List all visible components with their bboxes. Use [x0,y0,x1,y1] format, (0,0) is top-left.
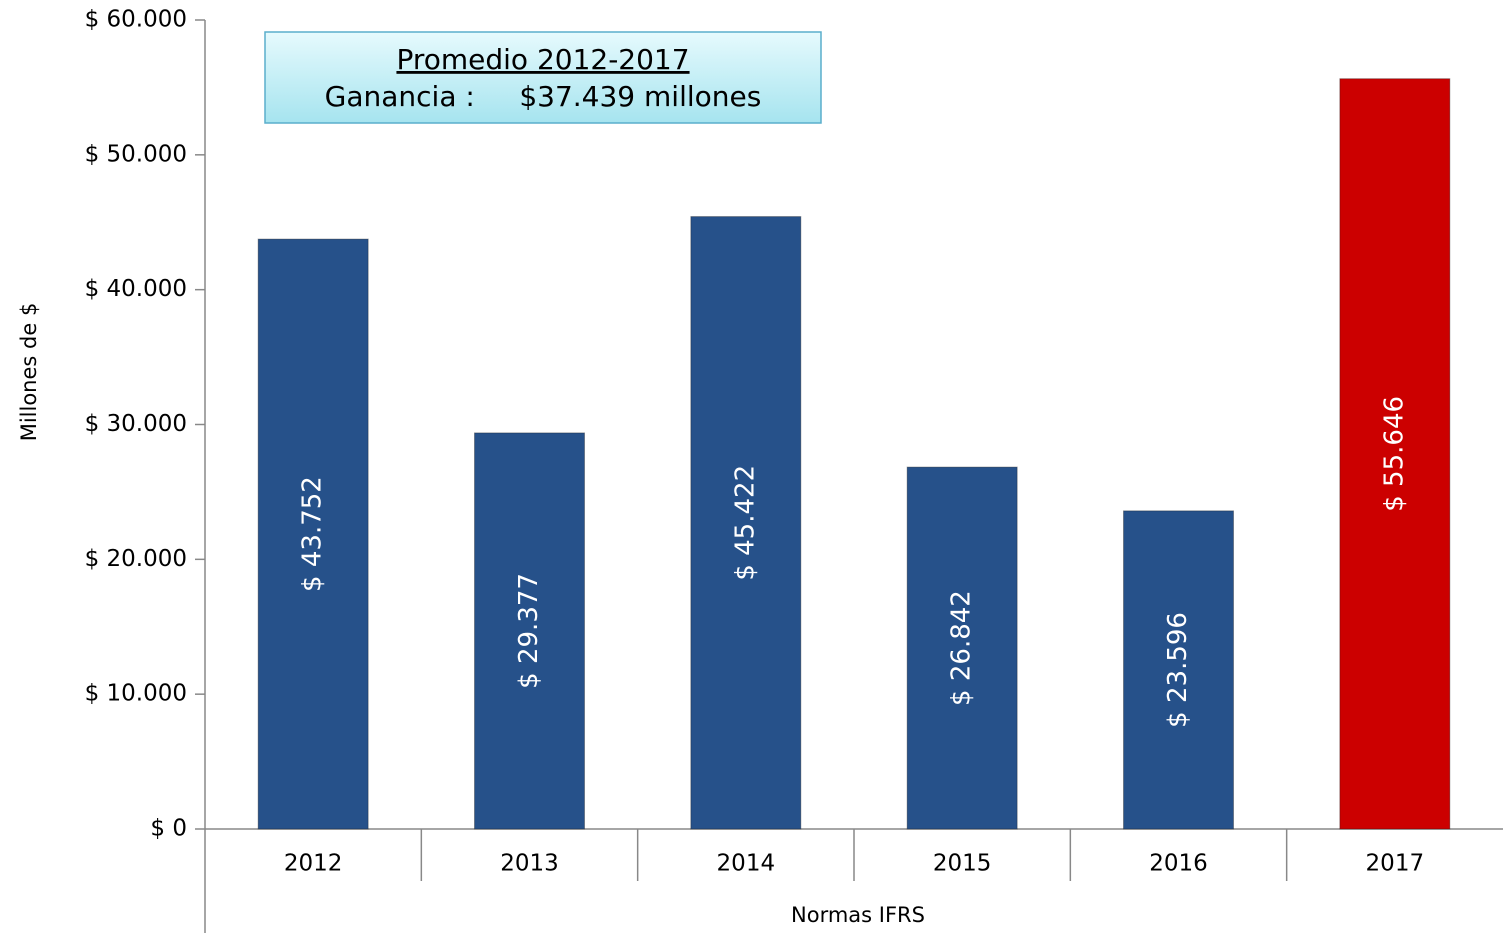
x-tick-label: 2012 [284,851,343,877]
x-tick-label: 2015 [933,851,992,877]
annotation-title: Promedio 2012-2017 [396,43,689,76]
y-tick-label: $ 40.000 [85,276,187,302]
data-label: $ 45.422 [730,465,760,581]
y-tick-label: $ 0 [150,816,187,842]
y-axis-label: Millones de $ [17,303,41,442]
y-tick-label: $ 60.000 [85,7,187,33]
data-label: $ 23.596 [1163,612,1193,728]
bar [690,216,802,830]
bar [1123,510,1234,830]
y-tick-label: $ 30.000 [85,411,187,437]
y-tick-label: $ 20.000 [85,546,187,572]
x-tick-label: 2016 [1149,851,1208,877]
data-label: $ 26.842 [947,590,977,706]
bar [1339,78,1451,830]
x-tick-label: 2014 [717,851,776,877]
bar [474,432,585,830]
y-tick-label: $ 10.000 [85,681,187,707]
bar [906,466,1018,830]
data-label: $ 29.377 [514,573,544,689]
x-axis-label: Normas IFRS [791,903,925,927]
annotation-box [264,31,822,124]
x-tick-label: 2013 [500,851,559,877]
data-label: $ 43.752 [298,476,328,592]
data-label: $ 55.646 [1379,396,1409,512]
x-tick-label: 2017 [1366,851,1425,877]
y-tick-label: $ 50.000 [85,141,187,167]
annotation-text: Ganancia : $37.439 millones [325,80,762,113]
bar [257,238,369,830]
